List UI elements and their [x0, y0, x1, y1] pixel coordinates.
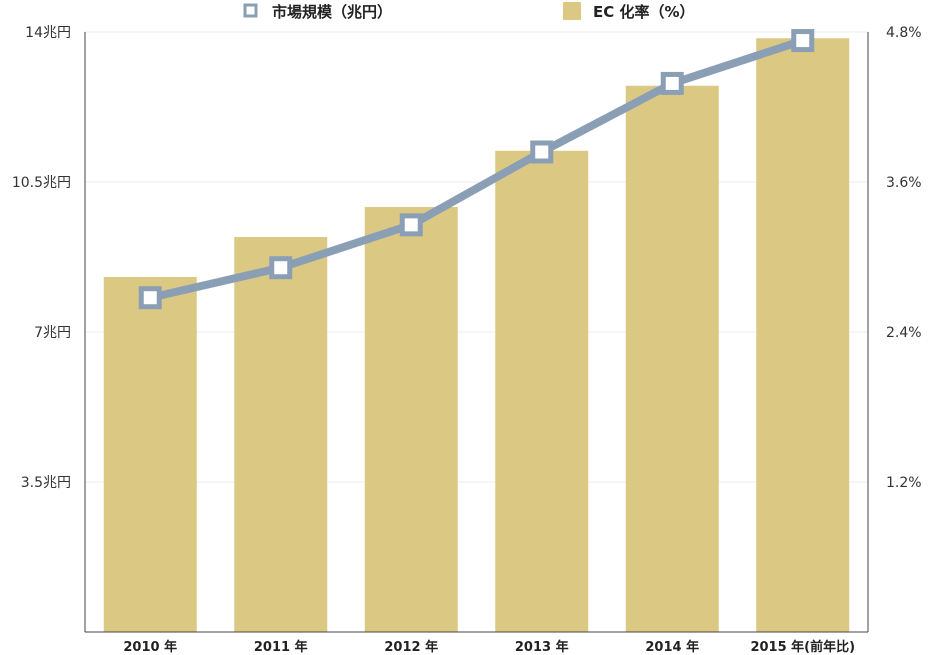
line-point-marker — [399, 213, 423, 237]
y-left-tick-label: 3.5兆円 — [21, 475, 71, 491]
legend-label-bar: EC 化率（%） — [593, 3, 695, 21]
y-right-axis: 1.2% 2.4% 3.6% 4.8% — [886, 25, 922, 491]
legend-marker-icon — [243, 3, 258, 18]
x-axis: 2010 年 2011 年 2012 年 2013 年 2014 年 2015 年(前年比… — [123, 639, 855, 655]
bar-series — [103, 38, 850, 632]
bar — [364, 207, 458, 632]
x-tick-label: 2010 年 — [123, 639, 177, 655]
x-tick-label: 2013 年 — [515, 639, 569, 655]
y-left-axis: 3.5兆円 7兆円 10.5兆円 14兆円 — [12, 25, 71, 491]
x-tick-label: 2012 年 — [384, 639, 438, 655]
x-tick-label: 2014 年 — [645, 639, 699, 655]
x-tick-label: 2011 年 — [254, 639, 308, 655]
legend-bar-swatch — [563, 2, 581, 20]
y-right-tick-label: 3.6% — [886, 175, 922, 191]
y-right-tick-label: 4.8% — [886, 25, 922, 41]
line-point-marker — [791, 29, 815, 53]
legend-label-line: 市場規模（兆円） — [272, 3, 392, 21]
line-point-marker — [660, 71, 684, 95]
bar — [625, 85, 719, 632]
y-right-tick-label: 1.2% — [886, 475, 922, 491]
bar — [103, 277, 197, 632]
y-right-tick-label: 2.4% — [886, 325, 922, 341]
bar — [234, 237, 328, 632]
line-point-marker — [269, 256, 293, 280]
x-tick-label: 2015 年(前年比) — [750, 639, 855, 655]
y-left-tick-label: 10.5兆円 — [12, 175, 71, 191]
axes — [84, 32, 869, 633]
line-series — [138, 29, 815, 310]
line-point-marker — [530, 140, 554, 164]
gridlines — [85, 31, 868, 483]
legend-item-bar: EC 化率（%） — [563, 2, 695, 21]
legend-item-line: 市場規模（兆円） — [243, 3, 392, 21]
y-left-tick-label: 7兆円 — [34, 325, 71, 341]
y-left-tick-label: 14兆円 — [25, 25, 71, 41]
series-line — [146, 36, 807, 302]
bar — [495, 150, 589, 632]
bar — [756, 38, 850, 632]
legend: 市場規模（兆円） EC 化率（%） — [243, 2, 695, 21]
line-point-marker — [138, 286, 162, 310]
